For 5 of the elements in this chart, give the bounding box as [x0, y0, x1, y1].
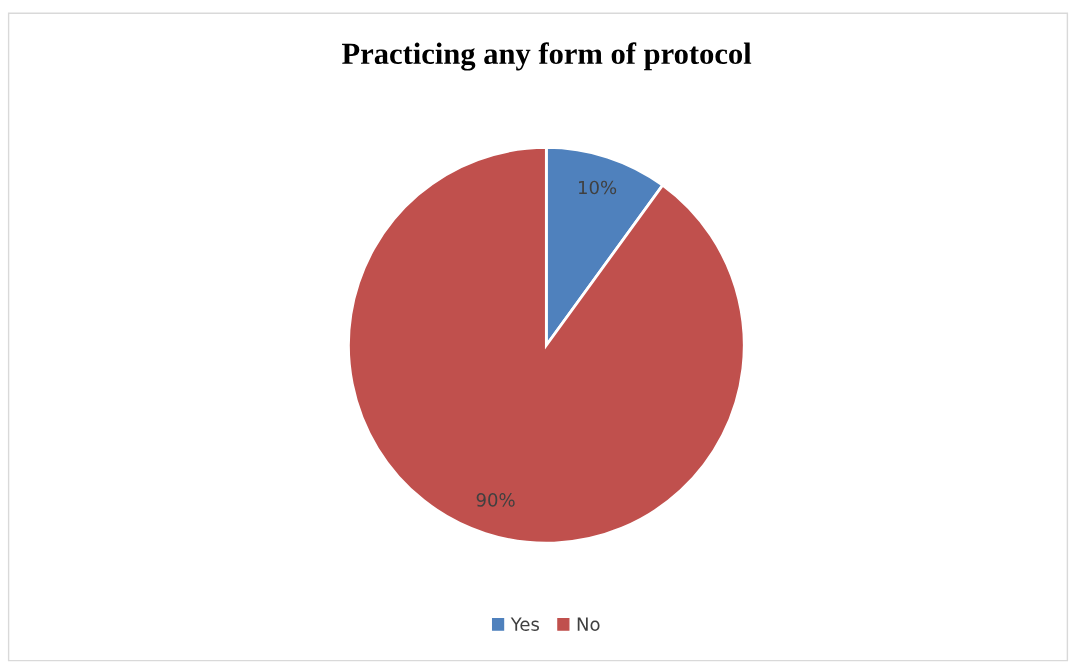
chart-title: Practicing any form of protocol: [342, 42, 752, 71]
legend-label: Yes: [510, 617, 539, 631]
data-label: 10%: [579, 180, 617, 195]
legend-label: No: [577, 617, 600, 631]
data-label: 90%: [476, 493, 515, 507]
